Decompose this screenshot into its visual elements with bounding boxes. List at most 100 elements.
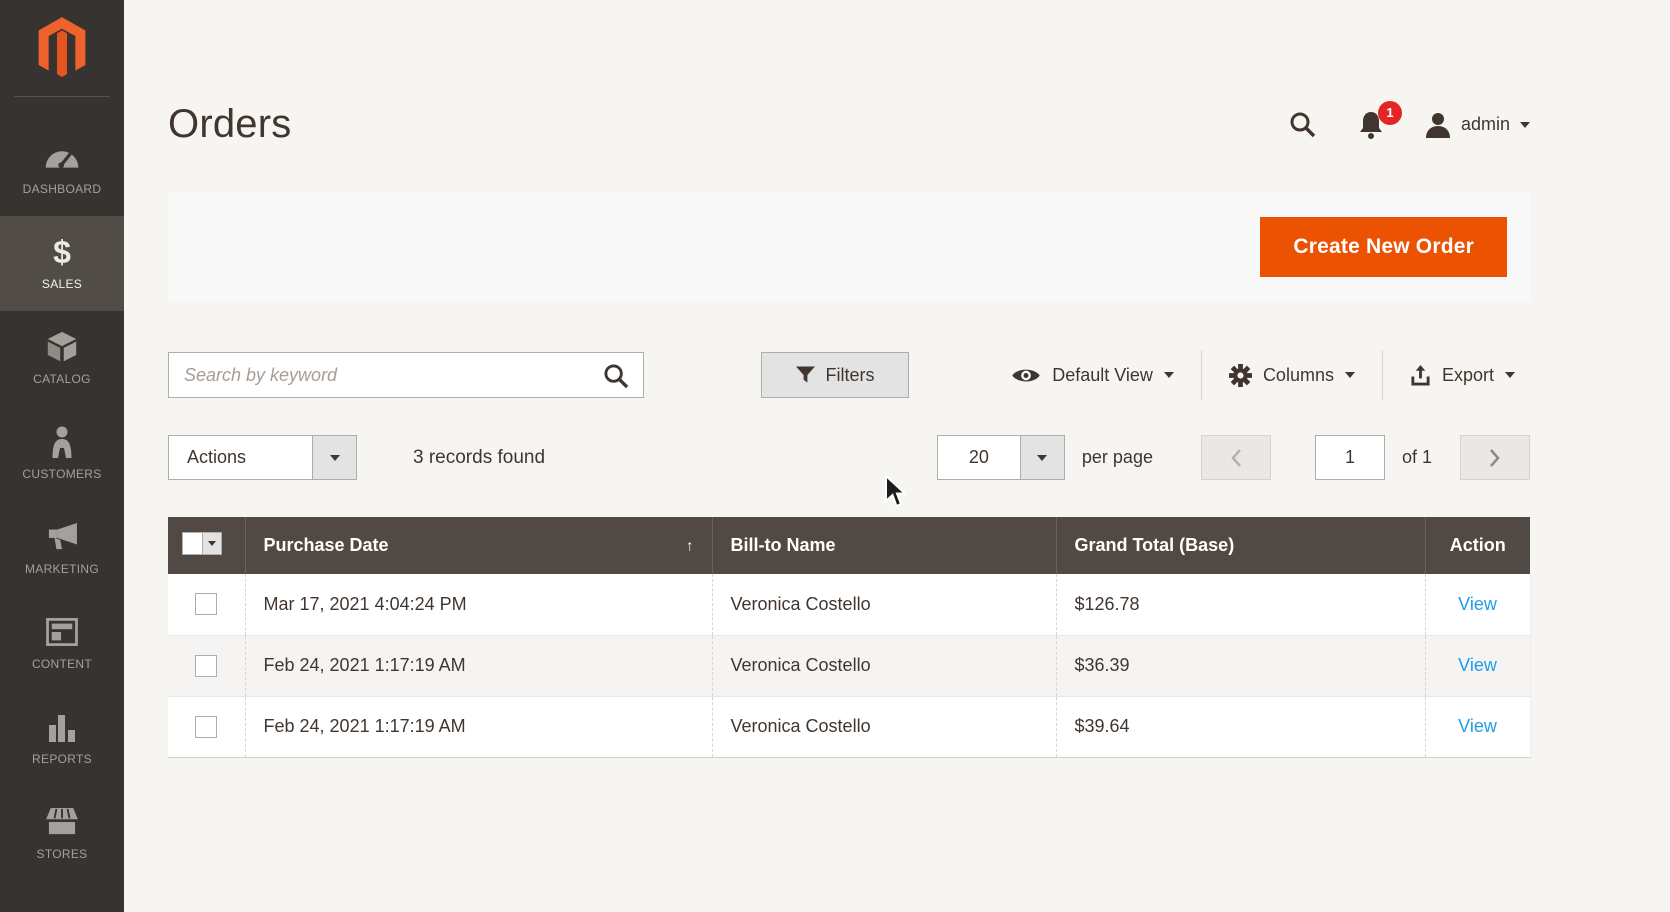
- sidebar: DASHBOARD $ SALES CATALOG: [0, 0, 124, 912]
- sidebar-item-label: CONTENT: [31, 657, 93, 671]
- row-select-cell: [168, 635, 245, 697]
- filter-funnel-icon: [795, 366, 815, 383]
- marketing-icon: [45, 521, 79, 553]
- view-order-link[interactable]: View: [1458, 593, 1497, 614]
- row-checkbox[interactable]: [195, 593, 218, 616]
- admin-user-name: admin: [1460, 114, 1510, 134]
- grid-view-tools: Default View Columns: [984, 350, 1530, 400]
- sidebar-menu: DASHBOARD $ SALES CATALOG: [0, 107, 124, 881]
- customers-icon: [50, 426, 74, 458]
- sidebar-item-label: REPORTS: [32, 752, 92, 766]
- action-cell: View: [1424, 635, 1531, 697]
- sort-ascending-icon: ↑: [686, 537, 694, 554]
- purchase-date-cell: Feb 24, 2021 1:17:19 AM: [244, 635, 712, 697]
- dashboard-icon: [44, 141, 80, 173]
- search-icon: [604, 364, 629, 389]
- columns-dropdown[interactable]: Columns: [1200, 350, 1382, 400]
- row-checkbox[interactable]: [195, 715, 218, 738]
- dropdown-caret: [1019, 436, 1064, 479]
- export-icon: [1411, 364, 1430, 386]
- page-actions-bar: Create New Order: [168, 192, 1530, 302]
- action-cell: View: [1424, 574, 1531, 636]
- default-view-dropdown[interactable]: Default View: [984, 350, 1201, 400]
- previous-page-button[interactable]: [1200, 435, 1271, 480]
- filters-label: Filters: [825, 364, 875, 385]
- chevron-down-icon: [1520, 121, 1530, 128]
- sidebar-item-sales[interactable]: $ SALES: [0, 216, 124, 311]
- sales-icon: $: [53, 234, 71, 270]
- sidebar-item-label: STORES: [36, 847, 88, 861]
- magento-logo[interactable]: [0, 0, 124, 94]
- keyword-search: [168, 352, 644, 398]
- notifications-button[interactable]: 1: [1357, 100, 1402, 140]
- chevron-down-icon: [1344, 372, 1355, 378]
- view-order-link[interactable]: View: [1458, 716, 1497, 736]
- header-actions: 1 admin: [1289, 100, 1530, 140]
- grand-total-cell: $126.78: [1055, 574, 1425, 636]
- sidebar-item-label: DASHBOARD: [22, 182, 102, 196]
- notification-count-badge: 1: [1377, 100, 1402, 125]
- pagination-controls: 20 per page of 1: [936, 435, 1530, 480]
- sidebar-item-label: CATALOG: [33, 372, 91, 386]
- admin-user-menu[interactable]: admin: [1425, 112, 1530, 138]
- search-submit-button[interactable]: [599, 359, 634, 397]
- current-page-input[interactable]: [1314, 435, 1385, 480]
- sidebar-item-label: CUSTOMERS: [22, 467, 102, 481]
- sidebar-item-catalog[interactable]: CATALOG: [0, 311, 124, 406]
- search-icon: [1290, 112, 1316, 137]
- action-cell: View: [1424, 696, 1531, 758]
- row-select-cell: [168, 574, 245, 636]
- select-all-dropdown[interactable]: [182, 531, 222, 555]
- sidebar-item-label: SALES: [41, 277, 83, 291]
- sidebar-item-customers[interactable]: CUSTOMERS: [0, 406, 124, 501]
- total-pages-text: of 1: [1401, 447, 1432, 467]
- view-order-link[interactable]: View: [1458, 655, 1497, 675]
- filters-button[interactable]: Filters: [761, 352, 909, 398]
- column-header-purchase-date[interactable]: Purchase Date ↑: [244, 517, 712, 574]
- actions-label: Actions: [187, 447, 247, 467]
- column-header-grand-total[interactable]: Grand Total (Base): [1055, 517, 1425, 574]
- default-view-label: Default View: [1052, 364, 1153, 385]
- bill-to-cell: Veronica Costello: [711, 696, 1056, 758]
- actions-dropdown[interactable]: Actions: [168, 435, 357, 480]
- orders-table: Purchase Date ↑ Bill-to Name Grand Total…: [168, 517, 1531, 758]
- columns-label: Columns: [1262, 364, 1334, 385]
- column-header-action: Action: [1424, 517, 1530, 574]
- select-all-header: [168, 517, 245, 574]
- export-label: Export: [1441, 364, 1494, 385]
- magento-logo-icon: [38, 17, 86, 78]
- bell-icon: [1359, 111, 1382, 139]
- bill-to-cell: Veronica Costello: [711, 635, 1056, 697]
- table-header-row: Purchase Date ↑ Bill-to Name Grand Total…: [168, 517, 1530, 574]
- dropdown-caret: [203, 531, 222, 555]
- table-row: Feb 24, 2021 1:17:19 AM Veronica Costell…: [168, 635, 1531, 697]
- sidebar-item-dashboard[interactable]: DASHBOARD: [0, 121, 124, 216]
- create-new-order-button[interactable]: Create New Order: [1260, 217, 1507, 277]
- user-icon: [1425, 112, 1450, 138]
- sidebar-divider: [14, 96, 110, 97]
- page-header: Orders 1: [168, 0, 1530, 147]
- bill-to-cell: Veronica Costello: [711, 574, 1056, 636]
- per-page-dropdown[interactable]: 20: [936, 435, 1065, 480]
- next-page-button[interactable]: [1460, 435, 1530, 480]
- dropdown-caret: [312, 436, 356, 479]
- sidebar-item-reports[interactable]: REPORTS: [0, 691, 124, 786]
- global-search-button[interactable]: [1289, 111, 1317, 139]
- per-page-label: per page: [1081, 447, 1153, 467]
- row-checkbox[interactable]: [195, 654, 218, 677]
- sidebar-item-content[interactable]: CONTENT: [0, 596, 124, 691]
- sidebar-item-stores[interactable]: STORES: [0, 786, 124, 881]
- per-page-value: 20: [968, 447, 989, 467]
- select-all-checkbox[interactable]: [182, 531, 203, 555]
- column-header-bill-to-name[interactable]: Bill-to Name: [711, 517, 1056, 574]
- search-input[interactable]: [168, 352, 644, 398]
- export-dropdown[interactable]: Export: [1381, 350, 1530, 400]
- sidebar-item-marketing[interactable]: MARKETING: [0, 501, 124, 596]
- purchase-date-cell: Mar 17, 2021 4:04:24 PM: [244, 574, 712, 636]
- table-row: Mar 17, 2021 4:04:24 PM Veronica Costell…: [168, 574, 1531, 636]
- main-content: Orders 1: [124, 0, 1531, 758]
- table-row: Feb 24, 2021 1:17:19 AM Veronica Costell…: [168, 696, 1531, 758]
- content-icon: [46, 616, 78, 648]
- chevron-right-icon: [1490, 448, 1500, 467]
- gear-icon: [1228, 363, 1252, 387]
